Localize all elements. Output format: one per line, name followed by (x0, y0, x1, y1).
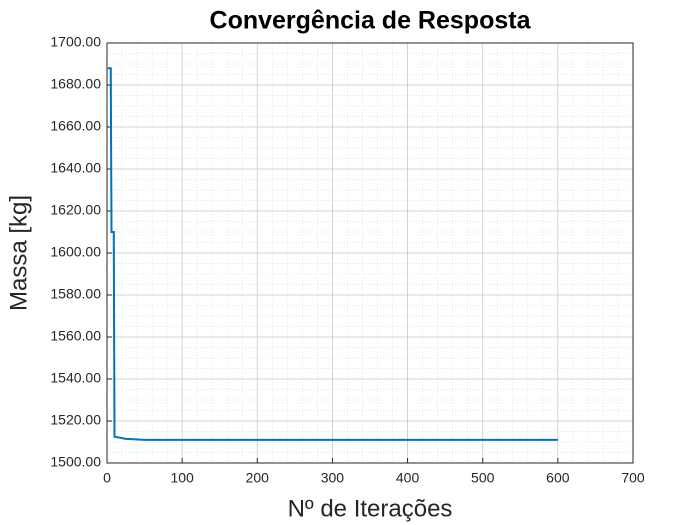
x-tick-label: 100 (170, 470, 194, 486)
chart-title: Convergência de Resposta (210, 7, 532, 35)
data-line (107, 67, 558, 441)
x-tick-label: 0 (103, 470, 111, 486)
x-tick-label: 500 (471, 470, 495, 486)
y-tick-label: 1700.00 (50, 34, 101, 50)
y-tick-label: 1600.00 (50, 244, 101, 260)
x-tick-label: 600 (546, 470, 570, 486)
x-axis-label: Nº de Iterações (288, 495, 453, 522)
x-tick-label: 300 (321, 470, 345, 486)
y-tick-label: 1560.00 (50, 328, 101, 344)
x-tick-label: 200 (246, 470, 270, 486)
plot-frame (106, 42, 634, 464)
y-axis-label: Massa [kg] (5, 195, 32, 311)
x-tick-label: 700 (621, 470, 645, 486)
y-tick-label: 1520.00 (50, 412, 101, 428)
y-tick-label: 1620.00 (50, 202, 101, 218)
y-tick-label: 1500.00 (50, 454, 101, 470)
y-tick-label: 1640.00 (50, 160, 101, 176)
x-tick-label: 400 (396, 470, 420, 486)
y-tick-label: 1540.00 (50, 370, 101, 386)
y-tick-label: 1660.00 (50, 118, 101, 134)
y-tick-label: 1580.00 (50, 286, 101, 302)
y-tick-label: 1680.00 (50, 76, 101, 92)
